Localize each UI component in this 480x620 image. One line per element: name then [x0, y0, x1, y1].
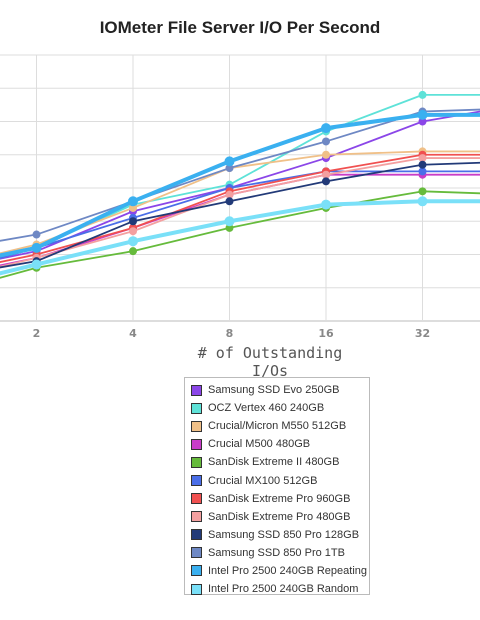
chart-title: IOMeter File Server I/O Per Second: [99, 18, 381, 37]
grid: [0, 54, 480, 322]
legend-label: Crucial M500 480GB: [208, 438, 311, 451]
legend-label: Crucial MX100 512GB: [208, 474, 318, 487]
legend-item: SanDisk Extreme Pro 960GB: [191, 490, 363, 508]
series: [0, 196, 480, 276]
legend-swatch: [191, 565, 202, 577]
data-point: [418, 117, 427, 126]
x-tick-label: 4: [129, 327, 137, 340]
data-point: [224, 156, 235, 167]
data-point: [225, 197, 234, 206]
data-point: [322, 170, 330, 179]
data-point: [129, 227, 137, 236]
series-lines: [0, 90, 480, 279]
data-point: [129, 247, 137, 256]
legend-label: Intel Pro 2500 240GB Random: [208, 583, 359, 596]
legend-swatch: [191, 456, 202, 468]
x-tick-label: 8: [226, 327, 234, 340]
data-point: [417, 109, 428, 120]
chart-plot: 2 4 8 16 32: [0, 54, 480, 340]
data-point: [418, 167, 427, 176]
x-tick-label: 32: [415, 327, 430, 340]
series-line: [0, 150, 480, 255]
data-point: [129, 203, 137, 212]
legend-swatch: [191, 384, 202, 396]
legend-label: Crucial/Micron M550 512GB: [208, 420, 347, 433]
series: [0, 187, 480, 279]
legend-item: Crucial M500 480GB: [191, 435, 363, 453]
legend-item: Samsung SSD Evo 250GB: [191, 381, 363, 399]
legend-item: Intel Pro 2500 240GB Random: [191, 580, 363, 598]
x-tick-label: 16: [318, 327, 334, 340]
data-point: [417, 196, 428, 207]
data-point: [321, 199, 331, 210]
legend-item: SanDisk Extreme Pro 480GB: [191, 508, 363, 526]
x-tick-label: 2: [33, 327, 41, 340]
data-point: [128, 196, 138, 207]
legend-swatch: [191, 402, 202, 414]
legend-label: Samsung SSD Evo 250GB: [208, 384, 340, 397]
legend-label: OCZ Vertex 460 240GB: [208, 402, 325, 415]
data-point: [322, 177, 330, 186]
legend-swatch: [191, 438, 202, 450]
data-point: [31, 259, 42, 270]
data-point: [321, 123, 331, 134]
legend-item: Samsung SSD 850 Pro 1TB: [191, 544, 363, 562]
data-point: [418, 160, 427, 169]
series: [0, 109, 480, 258]
legend-swatch: [191, 475, 202, 487]
data-point: [128, 236, 138, 247]
legend: Samsung SSD Evo 250GB OCZ Vertex 460 240G…: [184, 377, 370, 595]
data-point: [418, 154, 427, 163]
legend-item: SanDisk Extreme II 480GB: [191, 453, 363, 471]
legend-swatch: [191, 493, 202, 505]
legend-item: Crucial MX100 512GB: [191, 471, 363, 489]
legend-label: SanDisk Extreme II 480GB: [208, 456, 340, 469]
legend-swatch: [191, 547, 202, 559]
series-line: [0, 190, 480, 279]
legend-swatch: [191, 420, 202, 432]
legend-item: Samsung SSD 850 Pro 128GB: [191, 526, 363, 544]
series: [0, 150, 480, 263]
data-point: [418, 90, 427, 99]
legend-swatch: [191, 529, 202, 541]
data-point: [225, 190, 234, 199]
data-point: [322, 150, 330, 159]
legend-label: SanDisk Extreme Pro 480GB: [208, 510, 351, 523]
legend-label: Intel Pro 2500 240GB Repeating: [208, 564, 368, 577]
data-point: [225, 164, 234, 173]
legend-label: SanDisk Extreme Pro 960GB: [208, 492, 351, 505]
legend-item: Crucial/Micron M550 512GB: [191, 417, 363, 435]
legend-label: Samsung SSD 850 Pro 128GB: [208, 528, 360, 541]
legend-swatch: [191, 511, 202, 523]
data-point: [418, 187, 427, 196]
legend-swatch: [191, 583, 202, 595]
x-axis-label: # of Outstanding I/Os: [197, 344, 343, 380]
data-point: [322, 137, 330, 146]
data-point: [224, 216, 235, 227]
legend-item: OCZ Vertex 460 240GB: [191, 399, 363, 417]
x-axis-ticks: 2 4 8 16 32: [33, 327, 430, 340]
data-point: [129, 217, 137, 226]
legend-label: Samsung SSD 850 Pro 1TB: [208, 546, 345, 559]
data-point: [32, 230, 41, 239]
data-point: [225, 223, 234, 232]
legend-item: Intel Pro 2500 240GB Repeating: [191, 562, 367, 580]
data-point: [31, 242, 42, 253]
